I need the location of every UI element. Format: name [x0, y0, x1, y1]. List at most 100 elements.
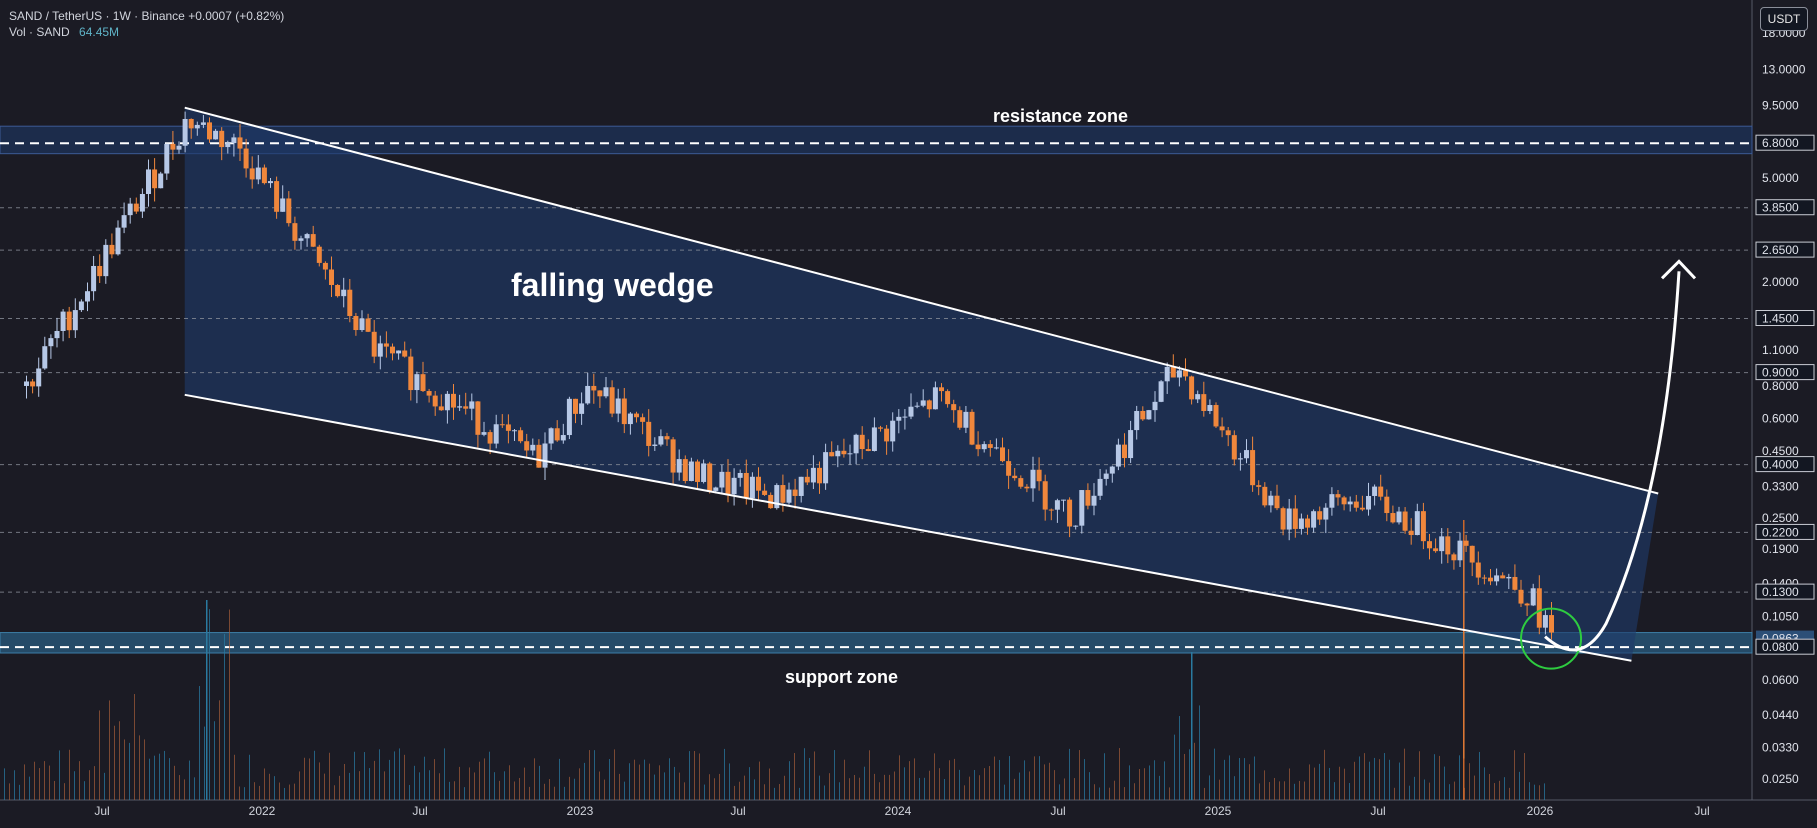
volume-bar: [899, 755, 900, 800]
volume-bar: [669, 758, 670, 800]
candle-body: [542, 443, 548, 468]
volume-bar: [894, 771, 895, 800]
volume-bar: [994, 756, 995, 800]
volume-bar: [1324, 749, 1325, 800]
volume-bar: [984, 768, 985, 800]
volume-bar: [299, 771, 300, 800]
volume-bar: [1414, 776, 1415, 800]
volume-bar: [644, 759, 645, 800]
symbol-line[interactable]: SAND / TetherUS · 1W · Binance: [9, 9, 185, 23]
candle-body: [579, 403, 585, 414]
volume-bar: [519, 777, 520, 800]
candle-body: [1384, 496, 1390, 514]
candle-body: [146, 169, 151, 194]
volume-bar: [989, 766, 990, 800]
volume-bar: [1004, 784, 1005, 800]
volume-bar: [1139, 769, 1140, 800]
candle-body: [1549, 615, 1554, 633]
candle-body: [585, 385, 591, 404]
volume-bar: [834, 750, 835, 800]
candle-body: [884, 428, 890, 442]
candle-body: [1073, 525, 1079, 527]
volume-bar: [1134, 783, 1135, 800]
volume-bar: [399, 748, 400, 800]
volume-bar: [34, 761, 35, 800]
candle-body: [1475, 562, 1481, 578]
volume-bar: [919, 777, 920, 800]
price-axis-label: 13.0000: [1762, 63, 1806, 77]
volume-bar: [129, 742, 130, 800]
candle-body: [1225, 430, 1231, 436]
resistance-zone-label: resistance zone: [993, 106, 1129, 126]
volume-bar: [1384, 753, 1385, 800]
volume-bar: [604, 779, 605, 800]
candle-body: [469, 401, 475, 409]
volume-bar: [1334, 782, 1335, 800]
candle-body: [1414, 511, 1420, 536]
candle-body: [457, 406, 463, 408]
volume-bar: [424, 756, 425, 800]
volume-bar: [409, 784, 410, 800]
volume-bar: [444, 748, 445, 800]
candle-body: [591, 385, 597, 391]
price-axis-label: 0.4000: [1762, 458, 1799, 472]
candle-body: [36, 368, 42, 387]
candle-body: [1451, 554, 1457, 561]
candle-body: [725, 471, 731, 495]
candle-body: [835, 450, 841, 457]
volume-bar: [819, 775, 820, 800]
candle-body: [194, 124, 200, 129]
volume-bar: [1199, 705, 1200, 800]
price-change: +0.0007 (+0.82%): [188, 9, 285, 23]
volume-bar: [74, 771, 75, 800]
candle-body: [640, 417, 646, 422]
candle-body: [463, 406, 469, 409]
price-axis-label: 2.6500: [1762, 243, 1799, 257]
volume-bar: [464, 787, 465, 800]
candle-body: [1103, 473, 1109, 479]
candle-body: [1378, 486, 1384, 497]
volume-bar: [194, 777, 195, 800]
volume-bar: [364, 752, 365, 800]
volume-bar: [209, 609, 210, 800]
candle-body: [890, 420, 896, 442]
volume-bar: [534, 758, 535, 800]
volume-bar: [1069, 748, 1070, 800]
volume-bar: [1389, 759, 1390, 800]
volume-bar: [719, 773, 720, 800]
volume-bar: [404, 754, 405, 800]
volume-bar: [944, 779, 945, 800]
candle-body: [1256, 485, 1262, 487]
candle-body: [60, 311, 66, 331]
volume-bar: [159, 753, 160, 800]
candle-body: [1085, 490, 1091, 506]
currency-button[interactable]: USDT: [1760, 7, 1808, 31]
candle-body: [1012, 475, 1018, 479]
candle-body: [438, 406, 444, 411]
candle-body: [1396, 511, 1402, 523]
candle-body: [170, 143, 176, 150]
volume-bar: [529, 786, 530, 800]
candle-body: [1433, 548, 1439, 552]
volume-bar: [484, 758, 485, 800]
volume-label[interactable]: Vol · SAND: [9, 25, 70, 39]
candle-body: [1201, 394, 1207, 412]
volume-bar: [39, 768, 40, 800]
volume-bar: [599, 771, 600, 800]
candle-body: [1506, 576, 1512, 579]
volume-bar: [1224, 759, 1225, 800]
volume-bar: [1479, 751, 1480, 800]
price-axis-label: 6.8000: [1762, 136, 1799, 150]
price-axis-label: 9.5000: [1762, 98, 1799, 112]
volume-bar: [329, 752, 330, 800]
candle-body: [1494, 575, 1500, 582]
volume-bar: [454, 781, 455, 800]
candle-body: [920, 400, 926, 406]
candle-body: [414, 374, 420, 391]
volume-bar: [1379, 759, 1380, 800]
volume-bar: [1054, 770, 1055, 800]
time-axis-label: Jul: [94, 804, 109, 818]
level-badge: [1755, 638, 1815, 655]
